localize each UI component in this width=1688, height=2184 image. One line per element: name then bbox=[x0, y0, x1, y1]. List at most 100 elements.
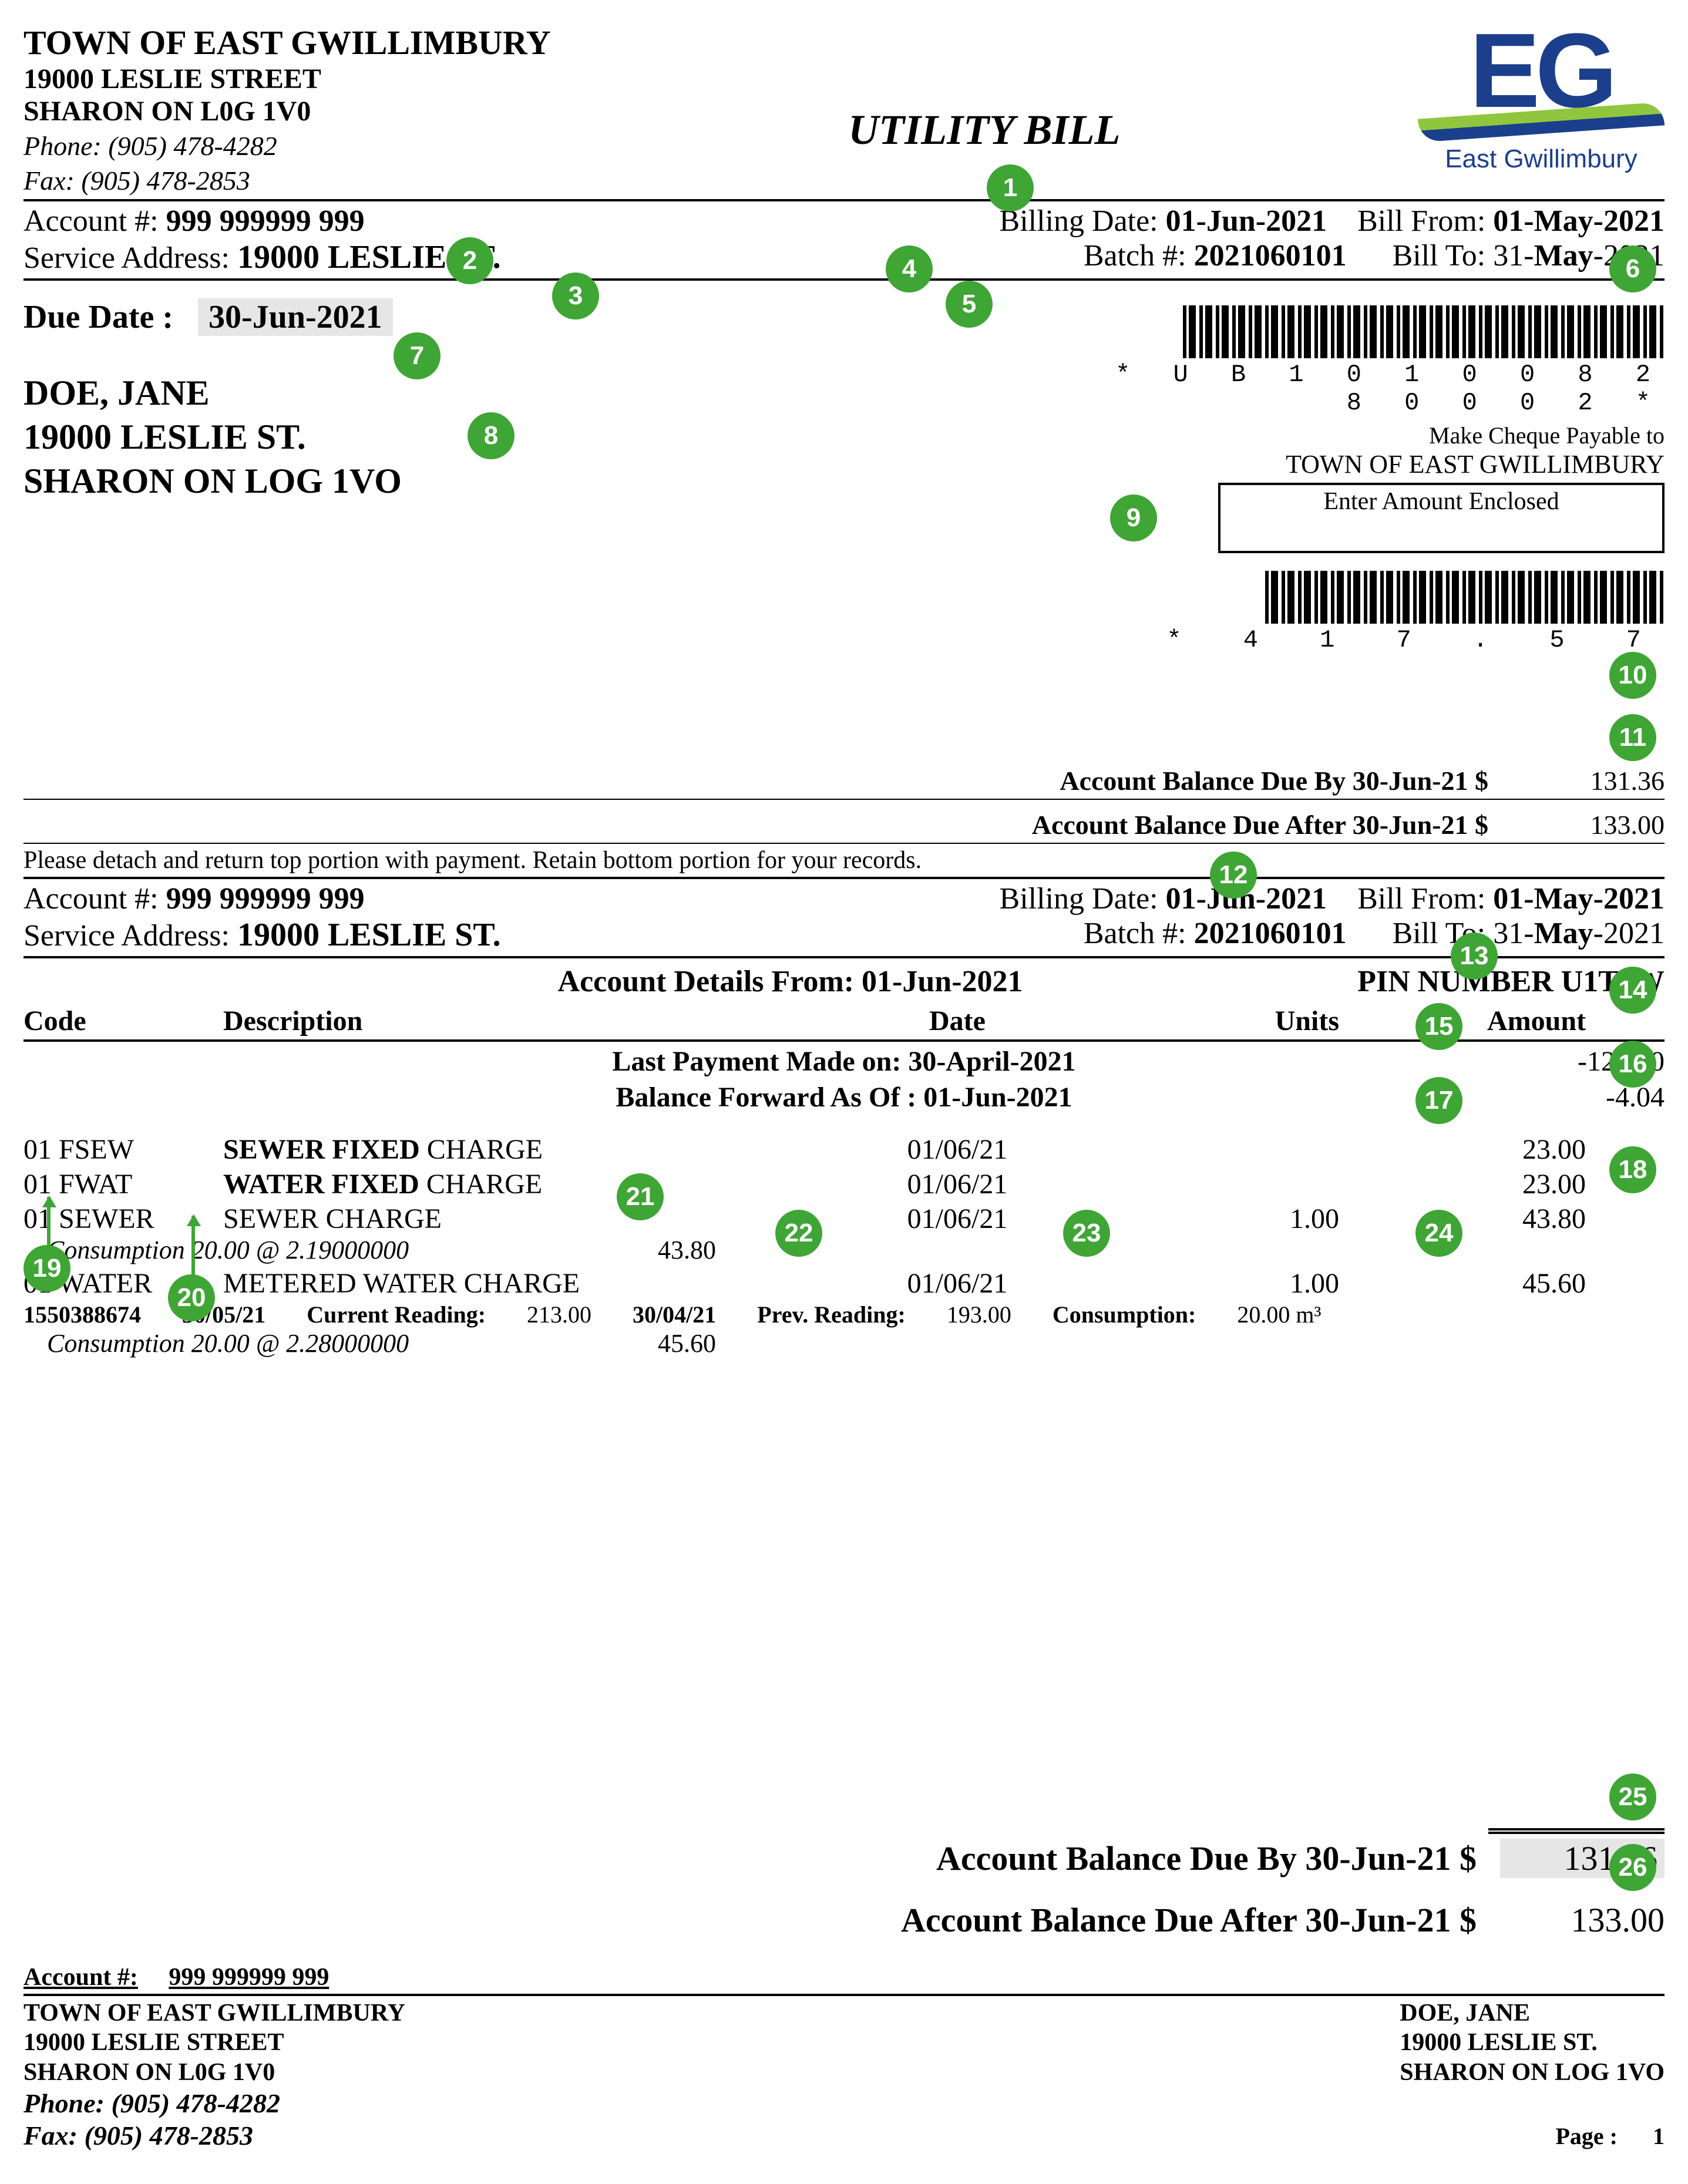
org-city: SHARON ON L0G 1V0 bbox=[23, 95, 551, 127]
consumption-row: Consumption 20.00 @ 2.28000000 45.60 bbox=[47, 1328, 1665, 1358]
charge-date: 01/06/21 bbox=[811, 1203, 1104, 1235]
balance-by-label: Account Balance Due By bbox=[1060, 766, 1346, 796]
footer-org-street: 19000 LESLIE STREET bbox=[23, 2028, 405, 2057]
organization-block: TOWN OF EAST GWILLIMBURY 19000 LESLIE ST… bbox=[23, 23, 551, 197]
footer-account-label: Account #: bbox=[23, 1964, 138, 1991]
amount-enclosed-label: Enter Amount Enclosed bbox=[1323, 488, 1559, 515]
footer-customer-city: SHARON ON LOG 1VO bbox=[1400, 2058, 1665, 2087]
bottom-balance-after-label: Account Balance Due After bbox=[901, 1901, 1297, 1939]
billing-date: 01-Jun-2021 bbox=[1166, 204, 1327, 238]
col-code: Code bbox=[23, 1005, 223, 1037]
batch-number-2: 2021060101 bbox=[1194, 917, 1347, 950]
callout-badge-7: 7 bbox=[394, 332, 441, 379]
charge-units bbox=[1104, 1133, 1339, 1166]
charge-amount: 23.00 bbox=[1339, 1168, 1586, 1200]
barcode-2-text: * 4 1 7 . 5 7 * bbox=[1112, 626, 1665, 682]
meter-prev-label: Prev. Reading: bbox=[757, 1301, 906, 1328]
callout-badge-5: 5 bbox=[946, 281, 993, 328]
details-heading-date: 01-Jun-2021 bbox=[862, 965, 1023, 998]
bill-to-2: 31-May-2021 bbox=[1493, 917, 1665, 950]
col-date: Date bbox=[811, 1005, 1104, 1037]
callout-badge-20: 20 bbox=[168, 1274, 215, 1321]
meter-prev-date: 30/04/21 bbox=[633, 1301, 716, 1328]
account-label-2: Account #: bbox=[23, 882, 159, 916]
fax-label: Fax: bbox=[23, 166, 75, 196]
amount-enclosed-box: Enter Amount Enclosed bbox=[1218, 483, 1665, 553]
charge-desc: METERED WATER CHARGE bbox=[223, 1267, 811, 1300]
remittance-block: * U B 1 0 1 0 0 8 2 8 0 0 0 2 * Make Che… bbox=[1112, 305, 1665, 682]
charge-row: 01 FSEWSEWER FIXED CHARGE01/06/2123.00 bbox=[23, 1133, 1665, 1166]
charge-amount: 23.00 bbox=[1339, 1133, 1586, 1166]
col-desc: Description bbox=[223, 1005, 811, 1037]
bill-to-label: Bill To: bbox=[1393, 239, 1486, 272]
billing-date-label-2: Billing Date: bbox=[1000, 882, 1158, 916]
account-label: Account #: bbox=[23, 204, 159, 238]
detach-note: Please detach and return top portion wit… bbox=[23, 846, 1665, 874]
barcode-2-icon bbox=[1265, 571, 1665, 624]
callout-arrow-19 bbox=[47, 1197, 51, 1250]
footer-org-name: TOWN OF EAST GWILLIMBURY bbox=[23, 1998, 405, 2028]
footer-fax-label: Fax: bbox=[23, 2121, 78, 2151]
footer-phone-label: Phone: bbox=[23, 2088, 105, 2118]
consumption-text: Consumption 20.00 @ 2.28000000 bbox=[47, 1329, 409, 1358]
callout-badge-6: 6 bbox=[1609, 245, 1656, 292]
logo-caption: East Gwillimbury bbox=[1418, 144, 1665, 174]
charge-desc: SEWER CHARGE bbox=[223, 1203, 811, 1235]
bill-from-2: 01-May-2021 bbox=[1493, 882, 1665, 916]
callout-badge-19: 19 bbox=[23, 1245, 70, 1292]
charge-amount: 43.80 bbox=[1339, 1203, 1586, 1235]
callout-badge-16: 16 bbox=[1609, 1041, 1656, 1088]
callout-badge-26: 26 bbox=[1609, 1844, 1656, 1891]
charge-amount: 45.60 bbox=[1339, 1267, 1586, 1300]
consumption-amount: 43.80 bbox=[658, 1235, 716, 1265]
last-payment-date: 30-April-2021 bbox=[908, 1046, 1075, 1077]
batch-number: 2021060101 bbox=[1194, 239, 1347, 272]
bottom-balance-by-label: Account Balance Due By bbox=[936, 1839, 1297, 1877]
footer-org-city: SHARON ON L0G 1V0 bbox=[23, 2058, 405, 2087]
col-amount: Amount bbox=[1339, 1005, 1586, 1037]
callout-badge-17: 17 bbox=[1415, 1077, 1462, 1124]
callout-badge-25: 25 bbox=[1609, 1774, 1656, 1820]
balance-by-date: 30-Jun-21 bbox=[1353, 766, 1468, 796]
footer-customer-street: 19000 LESLIE ST. bbox=[1400, 2028, 1665, 2057]
charge-desc: WATER FIXED CHARGE bbox=[223, 1168, 811, 1200]
callout-badge-9: 9 bbox=[1110, 494, 1157, 541]
bill-from: 01-May-2021 bbox=[1493, 204, 1665, 238]
org-name: TOWN OF EAST GWILLIMBURY bbox=[23, 23, 551, 63]
batch-label: Batch #: bbox=[1084, 239, 1186, 272]
meter-cons-value: 20.00 m³ bbox=[1237, 1301, 1321, 1328]
callout-badge-4: 4 bbox=[886, 245, 933, 292]
consumption-amount: 45.60 bbox=[658, 1328, 716, 1358]
charge-date: 01/06/21 bbox=[811, 1168, 1104, 1200]
billing-date-label: Billing Date: bbox=[1000, 204, 1158, 238]
footer-customer-name: DOE, JANE bbox=[1400, 1998, 1665, 2028]
charge-date: 01/06/21 bbox=[811, 1133, 1104, 1166]
callout-badge-23: 23 bbox=[1063, 1210, 1110, 1257]
charge-units bbox=[1104, 1168, 1339, 1200]
callout-badge-8: 8 bbox=[468, 412, 515, 459]
page-number: 1 bbox=[1653, 2123, 1665, 2149]
last-payment-label: Last Payment Made on: bbox=[612, 1046, 901, 1077]
logo: EG East Gwillimbury bbox=[1418, 23, 1665, 174]
footer-customer-block: DOE, JANE 19000 LESLIE ST. SHARON ON LOG… bbox=[1400, 1998, 1665, 2152]
callout-badge-24: 24 bbox=[1415, 1210, 1462, 1257]
callout-badge-1: 1 bbox=[987, 164, 1034, 211]
barcode-1-text: * U B 1 0 1 0 0 8 2 8 0 0 0 2 * bbox=[1112, 361, 1665, 417]
service-address-2: 19000 LESLIE ST. bbox=[237, 917, 501, 953]
account-number: 999 999999 999 bbox=[166, 204, 365, 238]
col-units: Units bbox=[1104, 1005, 1339, 1037]
charge-desc: SEWER FIXED CHARGE bbox=[223, 1133, 811, 1166]
callout-badge-13: 13 bbox=[1451, 933, 1498, 980]
footer-phone: (905) 478-4282 bbox=[112, 2088, 280, 2118]
meter-curr-label: Current Reading: bbox=[307, 1301, 486, 1328]
document-title: UTILITY BILL bbox=[551, 106, 1418, 154]
callout-badge-15: 15 bbox=[1415, 1003, 1462, 1050]
bill-from-label: Bill From: bbox=[1357, 204, 1485, 238]
meter-cons-label: Consumption: bbox=[1053, 1301, 1196, 1328]
meter-curr-value: 213.00 bbox=[527, 1301, 591, 1328]
callout-badge-18: 18 bbox=[1609, 1146, 1656, 1193]
callout-badge-21: 21 bbox=[617, 1173, 664, 1220]
payable-to: TOWN OF EAST GWILLIMBURY bbox=[1112, 449, 1665, 479]
callout-badge-3: 3 bbox=[552, 272, 599, 319]
org-street: 19000 LESLIE STREET bbox=[23, 63, 551, 95]
